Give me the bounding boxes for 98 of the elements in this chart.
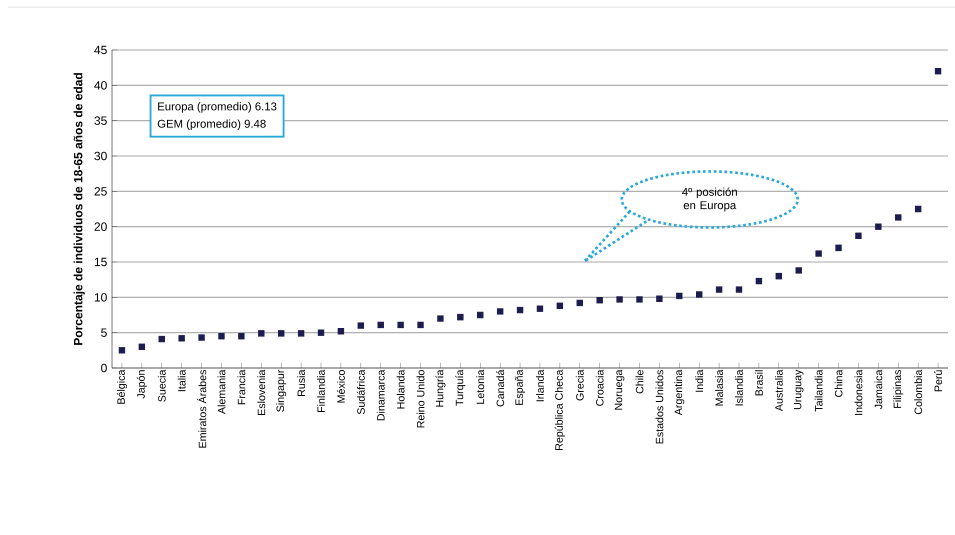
point	[477, 312, 484, 318]
x-tick-label: Filipinas	[893, 370, 904, 408]
x-tick-label: Australia	[774, 370, 783, 412]
point	[796, 267, 802, 274]
point	[875, 223, 882, 230]
point	[576, 300, 583, 306]
y-tick-label: 5	[101, 328, 107, 337]
annotation: Europa (promedio) 6.13	[158, 102, 276, 113]
x-tick-label: Islandia	[735, 370, 743, 406]
y-tick-label: 0	[101, 364, 107, 372]
x-tick-label: Japón	[136, 370, 147, 398]
x-tick-label: Tailandia	[814, 370, 823, 412]
point	[496, 308, 504, 315]
x-tick-label: Perú	[934, 370, 942, 392]
point	[636, 296, 643, 303]
y-tick-label: 45	[94, 46, 107, 54]
x-tick-label: China	[834, 370, 842, 397]
y-tick-label: 25	[94, 187, 107, 196]
point	[378, 322, 384, 328]
point	[457, 314, 464, 320]
x-tick-label: Estados Unidos	[655, 370, 664, 444]
point	[596, 296, 603, 304]
point	[656, 296, 663, 302]
x-tick-label: Letonia	[476, 370, 484, 404]
annotation: GEM (promedio) 9.48	[158, 119, 266, 130]
x-tick-label: Brasil	[754, 370, 763, 396]
point	[776, 272, 782, 280]
y-axis-title: Porcentaje de individuos de 18-65 años de edad	[74, 73, 85, 345]
x-tick-label: Hungría	[435, 370, 446, 407]
y-tick-label: 35	[94, 116, 107, 125]
x-tick-label: Reino Unido	[416, 370, 424, 428]
x-tick-label: Italia	[178, 370, 186, 392]
point	[835, 244, 842, 252]
point	[318, 329, 324, 336]
point	[716, 286, 722, 293]
point	[158, 336, 165, 342]
x-tick-label: Chile	[636, 370, 644, 394]
point	[258, 330, 264, 337]
point	[696, 291, 702, 298]
x-tick-label: Malasia	[715, 370, 724, 406]
x-tick-label: Turquía	[455, 370, 466, 406]
point	[338, 328, 344, 334]
point	[238, 332, 245, 340]
x-tick-label: Dinamarca	[376, 370, 385, 420]
x-tick-label: India	[695, 370, 704, 392]
y-tick-label: 20	[94, 222, 107, 231]
x-tick-label: México	[336, 370, 345, 403]
x-tick-label: Sudáfrica	[356, 370, 365, 414]
point	[556, 302, 564, 310]
x-tick-label: Irlanda	[536, 370, 544, 402]
point	[914, 206, 922, 212]
x-tick-label: España	[515, 370, 525, 405]
point	[895, 214, 902, 221]
x-tick-label: Holanda	[396, 370, 405, 408]
x-tick-label: Singapur	[276, 370, 286, 412]
point	[397, 322, 404, 328]
point	[178, 335, 185, 342]
x-tick-label: Francia	[237, 370, 246, 404]
point	[616, 296, 623, 303]
x-tick-label: Grecia	[576, 370, 584, 400]
point	[278, 330, 284, 337]
x-tick-label: Jamaica	[874, 370, 882, 410]
x-tick-label: Eslovenia	[257, 370, 266, 415]
x-tick-label: Indonesia	[854, 370, 862, 415]
point	[934, 68, 942, 74]
annotation: 4º posición en Europa	[682, 187, 737, 212]
point	[437, 315, 444, 322]
x-tick-label: Finlandia	[317, 370, 325, 412]
x-tick-label: Bélgica	[116, 370, 127, 404]
x-tick-label: Argentina	[674, 370, 684, 416]
point	[516, 306, 524, 314]
x-tick-label: Emiratos Árabes	[196, 370, 206, 448]
point	[855, 232, 862, 240]
x-tick-label: Suecia	[158, 370, 166, 402]
point	[118, 347, 126, 354]
x-tick-label: República Checa	[554, 370, 565, 450]
point	[198, 334, 205, 341]
point	[298, 330, 304, 337]
point	[358, 322, 364, 329]
x-tick-label: Croacia	[596, 370, 604, 406]
x-tick-label: Alemania	[218, 370, 226, 414]
y-tick-label: 15	[94, 258, 107, 266]
y-tick-label: 30	[94, 152, 107, 160]
x-tick-label: Colombia	[914, 370, 922, 414]
point	[676, 292, 682, 300]
point	[815, 250, 822, 257]
x-tick-label: Uruguay	[794, 370, 804, 410]
x-tick-label: Noruega	[614, 370, 624, 410]
y-tick-label: 10	[94, 293, 107, 302]
point	[138, 344, 146, 350]
y-tick-label: 40	[94, 81, 107, 90]
point	[736, 286, 742, 293]
point	[756, 278, 762, 284]
point	[536, 305, 544, 312]
point	[417, 322, 424, 328]
x-tick-label: Rusia	[297, 370, 306, 396]
point	[218, 332, 225, 340]
x-tick-label: Canadá	[496, 370, 504, 406]
